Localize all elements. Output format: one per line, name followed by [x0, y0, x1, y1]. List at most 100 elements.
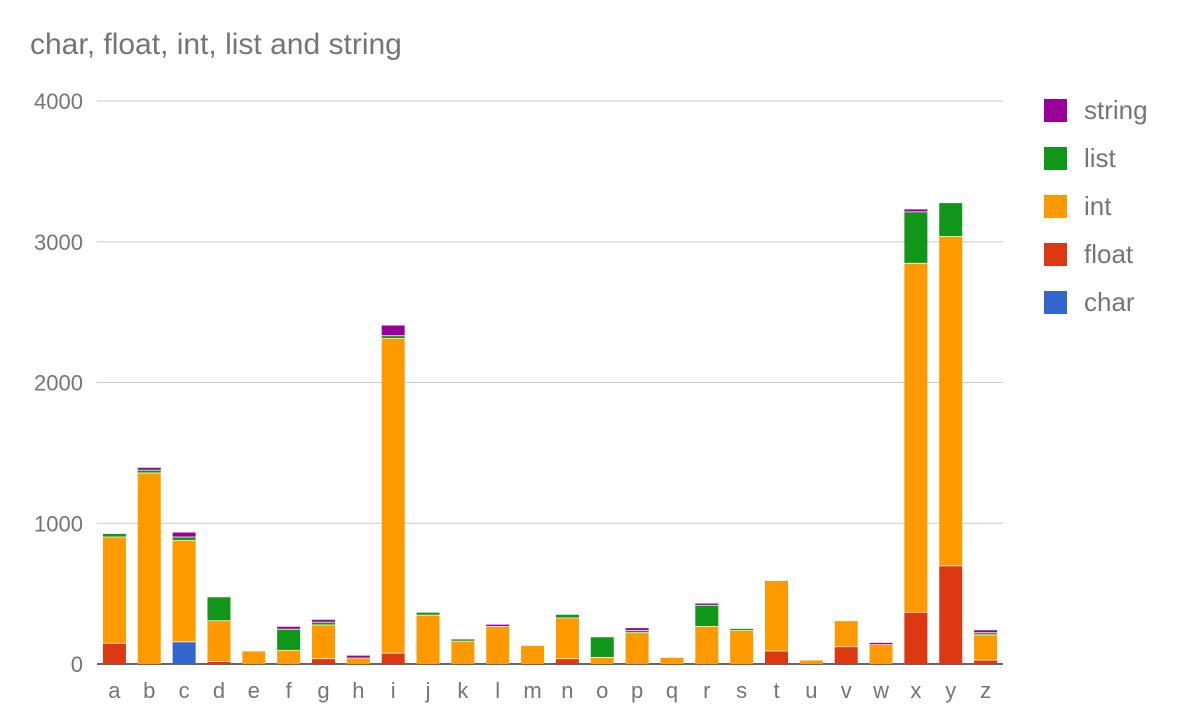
bar-stack-c [172, 530, 196, 664]
bar-segment-int-r [695, 625, 719, 664]
bar-segment-list-z [974, 632, 998, 635]
y-tick-label: 0 [71, 652, 83, 677]
bar-segment-int-a [102, 536, 126, 643]
x-tick-label: b [143, 678, 155, 703]
bar-segment-int-d [207, 620, 231, 662]
bar-segment-list-g [312, 621, 335, 625]
bar-segment-string-h [346, 654, 370, 658]
x-tick-label: x [910, 678, 921, 703]
bar-stack-u [799, 659, 823, 664]
bar-stack-p [625, 626, 649, 664]
bar-segment-int-e [242, 650, 266, 664]
legend-item-int: int [1044, 182, 1148, 230]
bar-segment-int-q [660, 656, 684, 664]
bar-segment-int-y [939, 236, 963, 566]
legend-swatch [1044, 146, 1067, 170]
bar-segment-int-w [869, 644, 893, 664]
bar-segment-list-k [451, 638, 475, 641]
bar-segment-float-d [207, 661, 231, 664]
bar-stack-j [416, 611, 440, 664]
bar-segment-char-c [172, 641, 196, 664]
bar-segment-list-i [381, 335, 405, 339]
bar-stack-x [904, 207, 928, 664]
bar-segment-int-o [590, 656, 614, 664]
bar-stacks [102, 201, 998, 664]
x-tick-label: w [872, 678, 889, 703]
bar-segment-list-a [102, 533, 126, 537]
bar-segment-string-f [277, 625, 301, 629]
x-tick-label: o [596, 678, 608, 703]
bar-segment-string-w [869, 642, 893, 645]
bar-stack-q [660, 656, 684, 664]
y-tick-label: 2000 [34, 371, 83, 396]
bar-segment-list-s [730, 628, 754, 631]
bar-segment-list-x [904, 211, 928, 263]
bar-stack-f [277, 625, 301, 664]
bar-segment-int-z [974, 634, 998, 660]
bar-segment-list-o [590, 636, 614, 657]
bar-segment-int-k [451, 640, 475, 664]
bar-segment-float-n [555, 658, 579, 664]
bar-segment-list-f [277, 628, 301, 650]
x-tick-label: m [523, 678, 541, 703]
bar-segment-int-b [137, 472, 161, 664]
bar-stack-b [137, 466, 161, 664]
bar-stack-e [242, 649, 266, 664]
bar-stack-g [312, 618, 335, 664]
bar-stack-y [939, 201, 963, 664]
y-tick-label: 4000 [34, 89, 83, 114]
x-tick-label: p [631, 678, 643, 703]
bar-segment-float-z [974, 659, 998, 664]
x-tick-label: g [317, 678, 329, 703]
bar-stack-v [834, 619, 858, 664]
bar-segment-list-n [555, 614, 579, 618]
bar-stack-h [346, 654, 370, 664]
bar-segment-list-p [625, 630, 649, 633]
bar-segment-float-a [102, 642, 126, 664]
bar-segment-int-s [730, 630, 754, 664]
legend-swatch [1044, 98, 1067, 122]
bar-segment-float-g [312, 658, 335, 664]
bar-segment-int-i [381, 338, 405, 653]
bar-segment-int-g [312, 624, 335, 659]
bar-segment-int-v [834, 620, 858, 647]
bar-segment-list-b [137, 469, 161, 473]
x-tick-label: f [286, 678, 293, 703]
x-tick-label: u [805, 678, 817, 703]
bar-segment-list-j [416, 611, 440, 615]
bar-segment-float-v [834, 646, 858, 664]
bar-stack-n [555, 613, 579, 664]
bar-segment-int-j [416, 614, 440, 664]
x-tick-label: i [391, 678, 396, 703]
legend: string list int float char [1044, 86, 1148, 326]
bar-segment-float-i [381, 652, 405, 664]
bar-stack-i [381, 324, 405, 664]
legend-swatch [1044, 194, 1067, 218]
legend-item-char: char [1044, 278, 1148, 326]
x-tick-label: q [666, 678, 678, 703]
x-tick-label: h [352, 678, 364, 703]
bar-segment-int-h [346, 657, 370, 664]
legend-label: int [1084, 190, 1112, 221]
bar-segment-list-r [695, 604, 719, 626]
bar-segment-float-t [765, 650, 788, 664]
bar-segment-string-b [137, 466, 161, 470]
bar-segment-int-p [625, 632, 649, 664]
y-tick-label: 3000 [34, 230, 83, 255]
bar-segment-string-p [625, 627, 649, 631]
bar-stack-k [451, 637, 475, 664]
legend-label: float [1084, 238, 1134, 269]
x-tick-label: d [213, 678, 225, 703]
x-tick-label: k [457, 678, 469, 703]
bar-segment-string-z [974, 629, 998, 633]
bar-segment-int-l [486, 625, 510, 664]
bar-segment-int-f [277, 649, 301, 664]
bar-segment-string-c [172, 531, 196, 537]
legend-item-list: list [1044, 134, 1148, 182]
bar-segment-float-y [939, 565, 963, 664]
bar-stack-t [765, 579, 788, 664]
x-tick-label: n [561, 678, 573, 703]
bar-segment-list-y [939, 202, 963, 237]
legend-label: list [1084, 142, 1116, 173]
